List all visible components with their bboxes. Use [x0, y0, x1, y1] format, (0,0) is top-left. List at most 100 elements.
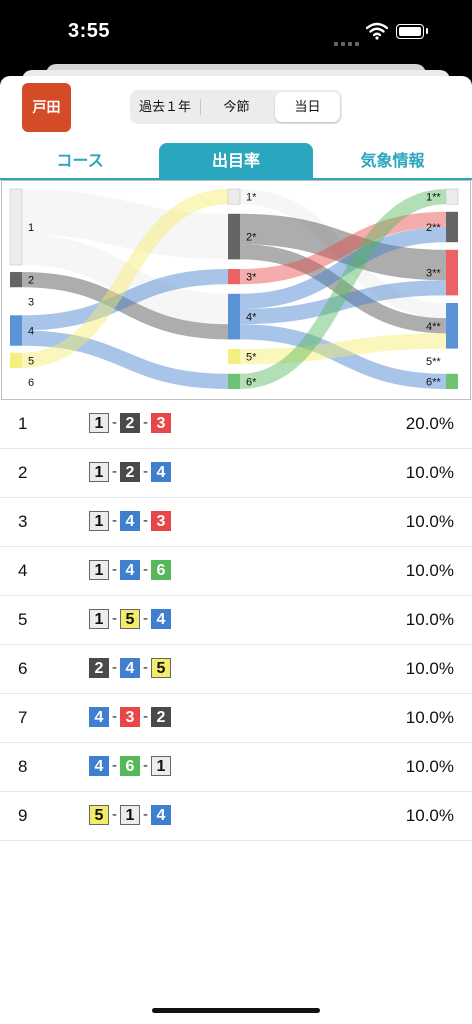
sankey-node-label: 3**: [426, 268, 441, 280]
sankey-link: [239, 280, 447, 325]
result-rank: 6: [18, 659, 28, 678]
result-combination: 1-5-4: [89, 609, 171, 631]
boat-number-badge: 5: [151, 658, 171, 678]
sankey-node-label: 1*: [246, 192, 257, 204]
sankey-node: [228, 349, 240, 365]
combo-separator: -: [143, 806, 148, 823]
boat-number-badge: 4: [89, 756, 109, 776]
sankey-link: [21, 330, 229, 389]
result-row[interactable]: 3 1-4-3 10.0%: [0, 498, 472, 547]
sankey-link: [239, 211, 447, 285]
combo-separator: -: [112, 757, 117, 774]
combo-separator: -: [112, 512, 117, 529]
result-rank: 1: [18, 414, 28, 433]
sankey-node: [228, 373, 240, 389]
result-percent: 10.0%: [405, 757, 454, 776]
sankey-node-label: 3: [28, 296, 34, 308]
boat-number-badge: 4: [89, 707, 109, 727]
sankey-chart: 1 2 3 4 5 6 1* 2* 3* 4* 5* 6* 1** 2** 3** 4** 5** 6**: [1, 180, 471, 400]
combo-separator: -: [143, 512, 148, 529]
combo-separator: -: [112, 414, 117, 431]
tab-course[interactable]: コース: [56, 153, 104, 170]
boat-number-badge: 4: [120, 560, 140, 580]
boat-number-badge: 2: [151, 707, 171, 727]
segment-today[interactable]: 当日: [275, 92, 340, 122]
sankey-node-label: 5: [28, 355, 34, 367]
result-percent: 10.0%: [405, 561, 454, 580]
combo-separator: -: [143, 463, 148, 480]
sankey-node-label: 1**: [426, 192, 441, 204]
status-time: 3:55: [68, 20, 111, 42]
sankey-node-label: 3*: [246, 272, 257, 284]
result-combination: 5-1-4: [89, 805, 171, 827]
result-rank: 7: [18, 708, 28, 727]
boat-number-badge: 4: [120, 658, 140, 678]
result-rank: 2: [18, 463, 28, 482]
result-rank: 8: [18, 757, 28, 776]
result-combination: 1-2-3: [89, 413, 171, 435]
tab-weather[interactable]: 気象情報: [360, 153, 425, 170]
sankey-node-label: 2**: [426, 222, 441, 234]
sankey-node-label: 6**: [426, 376, 441, 388]
tab-bar: コース 出目率 気象情報: [0, 143, 472, 180]
boat-number-badge: 3: [120, 707, 140, 727]
tab-result-rate[interactable]: 出目率: [159, 143, 313, 179]
segment-past-year[interactable]: 過去１年: [138, 99, 191, 114]
sankey-node-label: 4**: [426, 321, 441, 333]
result-row[interactable]: 5 1-5-4 10.0%: [0, 596, 472, 645]
combo-separator: -: [143, 708, 148, 725]
venue-logo[interactable]: 戸田: [22, 83, 71, 132]
period-segmented-control: 過去１年 今節 当日: [130, 90, 342, 124]
boat-number-badge: 1: [89, 609, 109, 629]
combo-separator: -: [143, 414, 148, 431]
boat-number-badge: 3: [151, 413, 171, 433]
combo-separator: -: [143, 561, 148, 578]
sankey-node: [10, 315, 22, 346]
status-bar: 3:55: [0, 0, 472, 66]
boat-number-badge: 2: [120, 413, 140, 433]
boat-number-badge: 1: [120, 805, 140, 825]
result-percent: 20.0%: [405, 414, 454, 433]
sankey-link: [239, 333, 447, 365]
sankey-link: [21, 272, 229, 340]
home-indicator[interactable]: [152, 1008, 320, 1013]
boat-number-badge: 2: [89, 658, 109, 678]
result-combination: 4-6-1: [89, 756, 171, 778]
sankey-node-label: 2*: [246, 232, 257, 244]
result-row[interactable]: 1 1-2-3 20.0%: [0, 400, 472, 449]
boat-number-badge: 6: [120, 756, 140, 776]
combo-separator: -: [112, 659, 117, 676]
result-row[interactable]: 2 1-2-4 10.0%: [0, 449, 472, 498]
result-combination: 2-4-5: [89, 658, 171, 680]
sankey-node: [446, 249, 458, 296]
result-row[interactable]: 6 2-4-5 10.0%: [0, 645, 472, 694]
sankey-link: [21, 269, 229, 331]
result-rank: 9: [18, 806, 28, 825]
boat-number-badge: 1: [89, 511, 109, 531]
cellular-signal-icon: [334, 33, 362, 51]
sankey-link: [239, 189, 447, 319]
segment-this-meet[interactable]: 今節: [223, 99, 250, 114]
sankey-node-label: 5*: [246, 352, 257, 364]
combo-separator: -: [143, 757, 148, 774]
segment-divider: [200, 99, 201, 115]
sankey-node-label: 1: [28, 222, 34, 234]
sankey-node: [10, 352, 22, 368]
result-percent: 10.0%: [405, 463, 454, 482]
result-row[interactable]: 7 4-3-2 10.0%: [0, 694, 472, 743]
result-combination: 4-3-2: [89, 707, 171, 729]
combo-separator: -: [112, 610, 117, 627]
sankey-node-label: 6: [28, 377, 34, 389]
sankey-node: [446, 373, 458, 389]
result-rank: 3: [18, 512, 28, 531]
sankey-node: [445, 188, 459, 205]
result-row[interactable]: 8 4-6-1 10.0%: [0, 743, 472, 792]
result-row[interactable]: 4 1-4-6 10.0%: [0, 547, 472, 596]
sankey-link: [239, 213, 447, 281]
results-list: 1 1-2-3 20.0% 2 1-2-4 10.0% 3 1-4-3 10.0% 4 1-4-6 1…: [0, 400, 472, 841]
combo-separator: -: [112, 806, 117, 823]
combo-separator: -: [112, 708, 117, 725]
sankey-link: [239, 244, 447, 334]
battery-icon: [396, 24, 424, 39]
result-row[interactable]: 9 5-1-4 10.0%: [0, 792, 472, 841]
